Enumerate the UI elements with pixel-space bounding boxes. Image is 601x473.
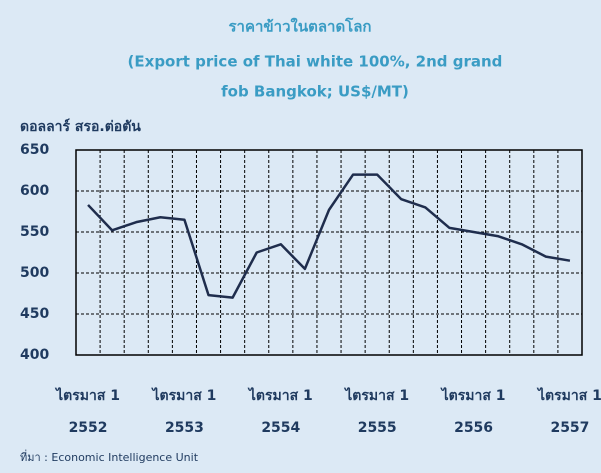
y-tick-label: 600 <box>20 183 49 199</box>
x-tick-label: ไตรมาส 1 <box>343 386 409 404</box>
y-tick-label: 550 <box>20 224 49 240</box>
source: ที่มา : Economic Intelligence Unit <box>20 449 199 464</box>
x-tick-label: 2556 <box>454 420 493 436</box>
x-tick-label: ไตรมาส 1 <box>247 386 313 404</box>
x-tick-label: 2553 <box>165 420 204 436</box>
data-line <box>87 173 571 299</box>
x-tick-label: 2552 <box>69 420 108 436</box>
x-tick-label: ไตรมาส 1 <box>54 386 120 404</box>
y-tick-label: 400 <box>20 347 49 363</box>
x-tick-label: 2557 <box>550 420 589 436</box>
x-tick-label: ไตรมาส 1 <box>150 386 216 404</box>
y-axis-label: ดอลลาร์ สรอ.ต่อตัน <box>20 118 141 135</box>
chart-title: ราคาข้าวในตลาดโลก <box>228 17 371 36</box>
plot-border <box>75 149 583 356</box>
y-tick-label: 650 <box>20 142 49 158</box>
y-tick-label: 500 <box>20 265 49 281</box>
x-tick-label: 2554 <box>261 420 300 436</box>
x-tick-label: ไตรมาส 1 <box>536 386 601 404</box>
subtitle: fob Bangkok; US$/MT) <box>221 83 409 101</box>
x-tick-label: 2555 <box>358 420 397 436</box>
x-tick-label: ไตรมาส 1 <box>440 386 506 404</box>
subtitle: (Export price of Thai white 100%, 2nd gr… <box>128 53 503 71</box>
y-tick-label: 450 <box>20 306 49 322</box>
